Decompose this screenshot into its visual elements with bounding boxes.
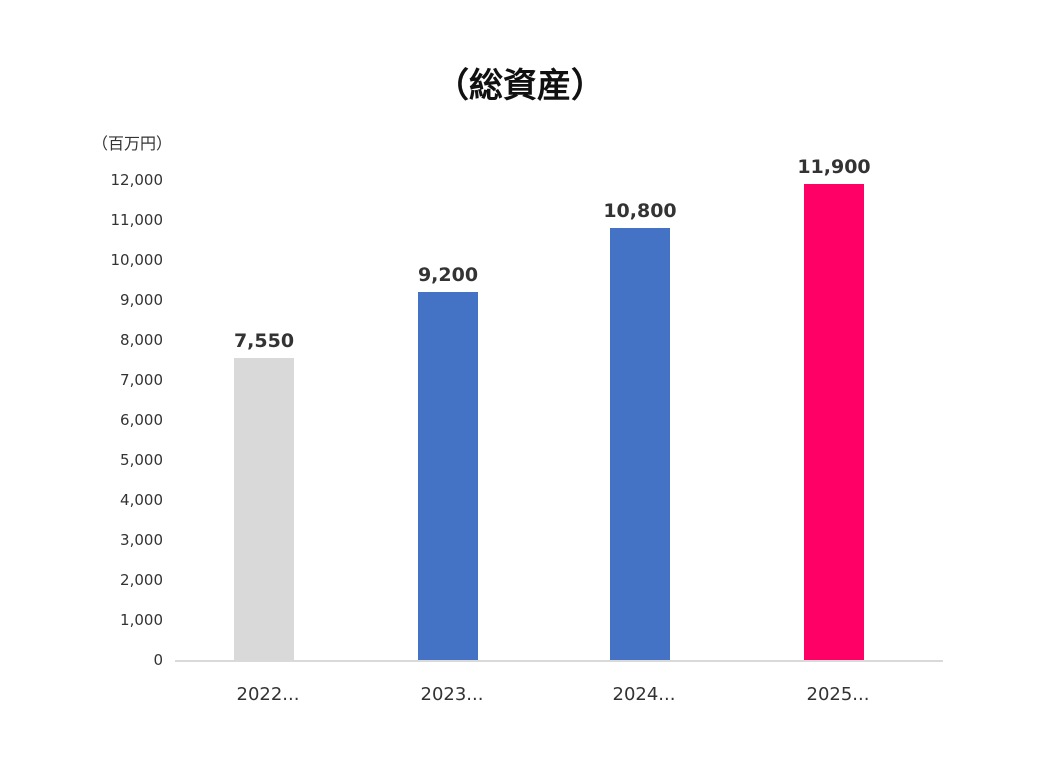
y-tick-label: 4,000 (120, 491, 163, 509)
x-tick-label: 2024... (613, 684, 676, 705)
bar-2025 (804, 184, 864, 660)
y-axis-unit-label: （百万円） (92, 134, 173, 153)
data-label: 7,550 (234, 330, 294, 352)
y-tick-label: 5,000 (120, 451, 163, 469)
y-tick-label: 9,000 (120, 291, 163, 309)
y-tick-label: 12,000 (111, 171, 164, 189)
y-tick-label: 3,000 (120, 531, 163, 549)
data-label: 10,800 (603, 200, 676, 222)
y-tick-label: 0 (153, 651, 163, 669)
bar-2024 (610, 228, 670, 660)
y-tick-label: 6,000 (120, 411, 163, 429)
y-tick-label: 1,000 (120, 611, 163, 629)
bar-2022 (234, 358, 294, 660)
x-tick-label: 2022... (237, 684, 300, 705)
data-label: 9,200 (418, 264, 478, 286)
y-tick-label: 10,000 (111, 251, 164, 269)
x-tick-label: 2023... (421, 684, 484, 705)
data-label: 11,900 (797, 156, 870, 178)
y-tick-label: 11,000 (111, 211, 164, 229)
bar-2023 (418, 292, 478, 660)
y-tick-label: 7,000 (120, 371, 163, 389)
y-tick-label: 8,000 (120, 331, 163, 349)
y-tick-label: 2,000 (120, 571, 163, 589)
chart-title: （総資産） (435, 66, 605, 106)
x-tick-label: 2025... (807, 684, 870, 705)
